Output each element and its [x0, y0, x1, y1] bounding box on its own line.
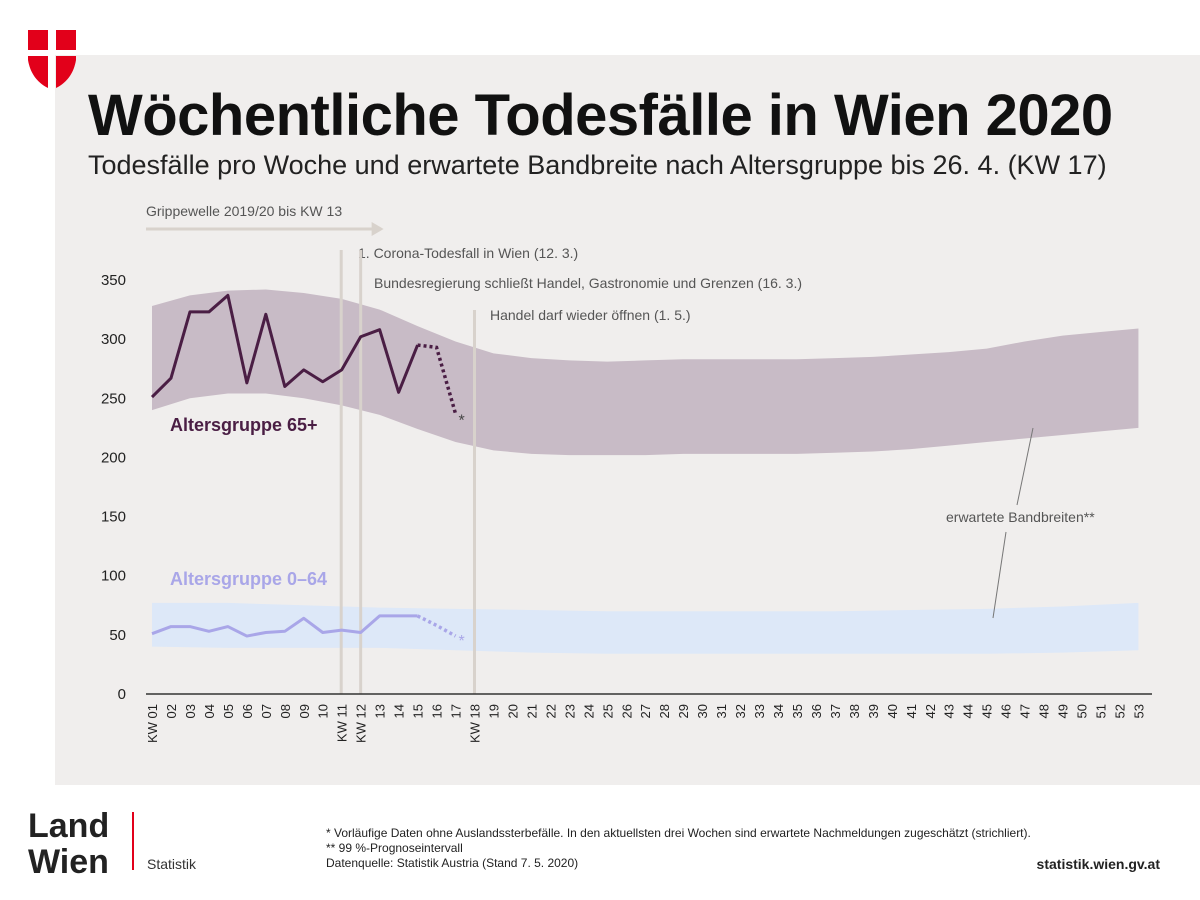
provisional-asterisk: * [459, 633, 465, 650]
x-tick-label: 28 [657, 704, 672, 718]
x-tick-label: 22 [543, 704, 558, 718]
y-tick-label: 150 [101, 509, 126, 526]
y-tick-label: 50 [109, 627, 126, 644]
x-tick-label: 38 [847, 704, 862, 718]
page-subtitle: Todesfälle pro Woche und erwartete Bandb… [88, 150, 1107, 180]
x-tick-label: 37 [828, 704, 843, 718]
x-tick-label: 13 [373, 704, 388, 718]
band-annotation-label: erwartete Bandbreiten** [946, 509, 1095, 525]
y-tick-label: 200 [101, 449, 126, 466]
x-tick-label: 06 [240, 704, 255, 718]
x-tick-label: 51 [1094, 704, 1109, 718]
x-tick-label: 04 [202, 704, 217, 718]
footnote-3: Datenquelle: Statistik Austria (Stand 7.… [326, 856, 579, 870]
x-tick-label: 39 [866, 704, 881, 718]
x-tick-label: 08 [278, 704, 293, 718]
series-line-provisional [416, 614, 457, 638]
x-tick-label: KW 18 [467, 704, 482, 743]
x-tick-label: KW 12 [354, 704, 369, 743]
x-tick-label: 32 [733, 704, 748, 718]
x-tick-label: 43 [942, 704, 957, 718]
series-line-provisional [417, 343, 458, 415]
x-tick-label: 42 [923, 704, 938, 718]
event-marker-label: 1. Corona-Todesfall in Wien (12. 3.) [358, 245, 578, 261]
x-tick-label: 17 [449, 704, 464, 718]
series-label-0-64: Altersgruppe 0–64 [170, 569, 327, 589]
vienna-flag-icon [28, 30, 76, 88]
series-label-65plus: Altersgruppe 65+ [170, 415, 318, 435]
x-tick-label: 52 [1112, 704, 1127, 718]
x-tick-label: 33 [752, 704, 767, 718]
footnotes: * Vorläufige Daten ohne Auslandssterbefä… [326, 826, 1031, 871]
x-tick-label: 27 [638, 704, 653, 718]
x-tick-label: 10 [316, 704, 331, 718]
x-tick-label: 49 [1056, 704, 1071, 718]
x-tick-label: 07 [259, 704, 274, 718]
y-tick-label: 350 [101, 272, 126, 289]
x-tick-label: 35 [790, 704, 805, 718]
band-annotation-leader [992, 531, 1007, 619]
event-marker-label: Handel darf wieder öffnen (1. 5.) [490, 307, 691, 323]
grippewelle-arrow-head [371, 222, 384, 236]
y-tick-label: 300 [101, 331, 126, 348]
x-tick-label: KW 01 [145, 704, 160, 743]
x-tick-label: 36 [809, 704, 824, 718]
x-tick-label: KW 11 [335, 704, 350, 742]
x-tick-label: 53 [1131, 704, 1146, 718]
x-tick-label: 21 [524, 704, 539, 718]
band-annotation-leader [1016, 427, 1034, 506]
x-tick-label: 24 [581, 704, 596, 718]
logo-line-wien: Wien [28, 843, 109, 881]
x-tick-label: 20 [505, 704, 520, 718]
grippewelle-label: Grippewelle 2019/20 bis KW 13 [146, 203, 342, 219]
series-line-solid [150, 293, 419, 399]
y-tick-label: 250 [101, 390, 126, 407]
logo-divider [132, 812, 134, 870]
series-line-solid [151, 614, 418, 638]
event-marker-label: Bundesregierung schließt Handel, Gastron… [374, 275, 802, 291]
logo-statistik: Statistik [147, 856, 197, 872]
x-tick-label: 23 [562, 704, 577, 718]
provisional-asterisk: * [459, 413, 465, 430]
y-tick-label: 100 [101, 568, 126, 585]
x-tick-label: 05 [221, 704, 236, 718]
footnote-2: ** 99 %-Prognoseintervall [326, 841, 463, 855]
y-tick-label: 0 [118, 686, 126, 703]
expected-band-0-64 [152, 602, 1139, 654]
page-title: Wöchentliche Todesfälle in Wien 2020 [88, 83, 1113, 148]
x-tick-label: 25 [600, 704, 615, 718]
x-tick-label: 29 [676, 704, 691, 718]
x-tick-label: 30 [695, 704, 710, 718]
x-tick-label: 15 [411, 704, 426, 718]
expected-band-65plus [152, 289, 1139, 456]
x-tick-label: 19 [486, 704, 501, 718]
x-tick-label: 16 [430, 704, 445, 718]
land-wien-logo: Land Wien [28, 808, 109, 880]
x-tick-label: 45 [980, 704, 995, 718]
x-tick-label: 02 [164, 704, 179, 718]
x-tick-label: 09 [297, 704, 312, 718]
source-url: statistik.wien.gv.at [1036, 856, 1160, 872]
x-tick-label: 40 [885, 704, 900, 718]
x-tick-label: 14 [392, 704, 407, 718]
x-tick-label: 48 [1037, 704, 1052, 718]
x-tick-label: 50 [1075, 704, 1090, 718]
footnote-1: * Vorläufige Daten ohne Auslandssterbefä… [326, 826, 1031, 840]
x-tick-label: 34 [771, 704, 786, 718]
logo-line-land: Land [28, 807, 110, 845]
x-tick-label: 26 [619, 704, 634, 718]
x-tick-label: 46 [999, 704, 1014, 718]
x-tick-label: 41 [904, 704, 919, 718]
x-tick-label: 31 [714, 704, 729, 718]
x-tick-label: 47 [1018, 704, 1033, 718]
x-tick-label: 44 [961, 704, 976, 718]
x-tick-label: 03 [183, 704, 198, 718]
